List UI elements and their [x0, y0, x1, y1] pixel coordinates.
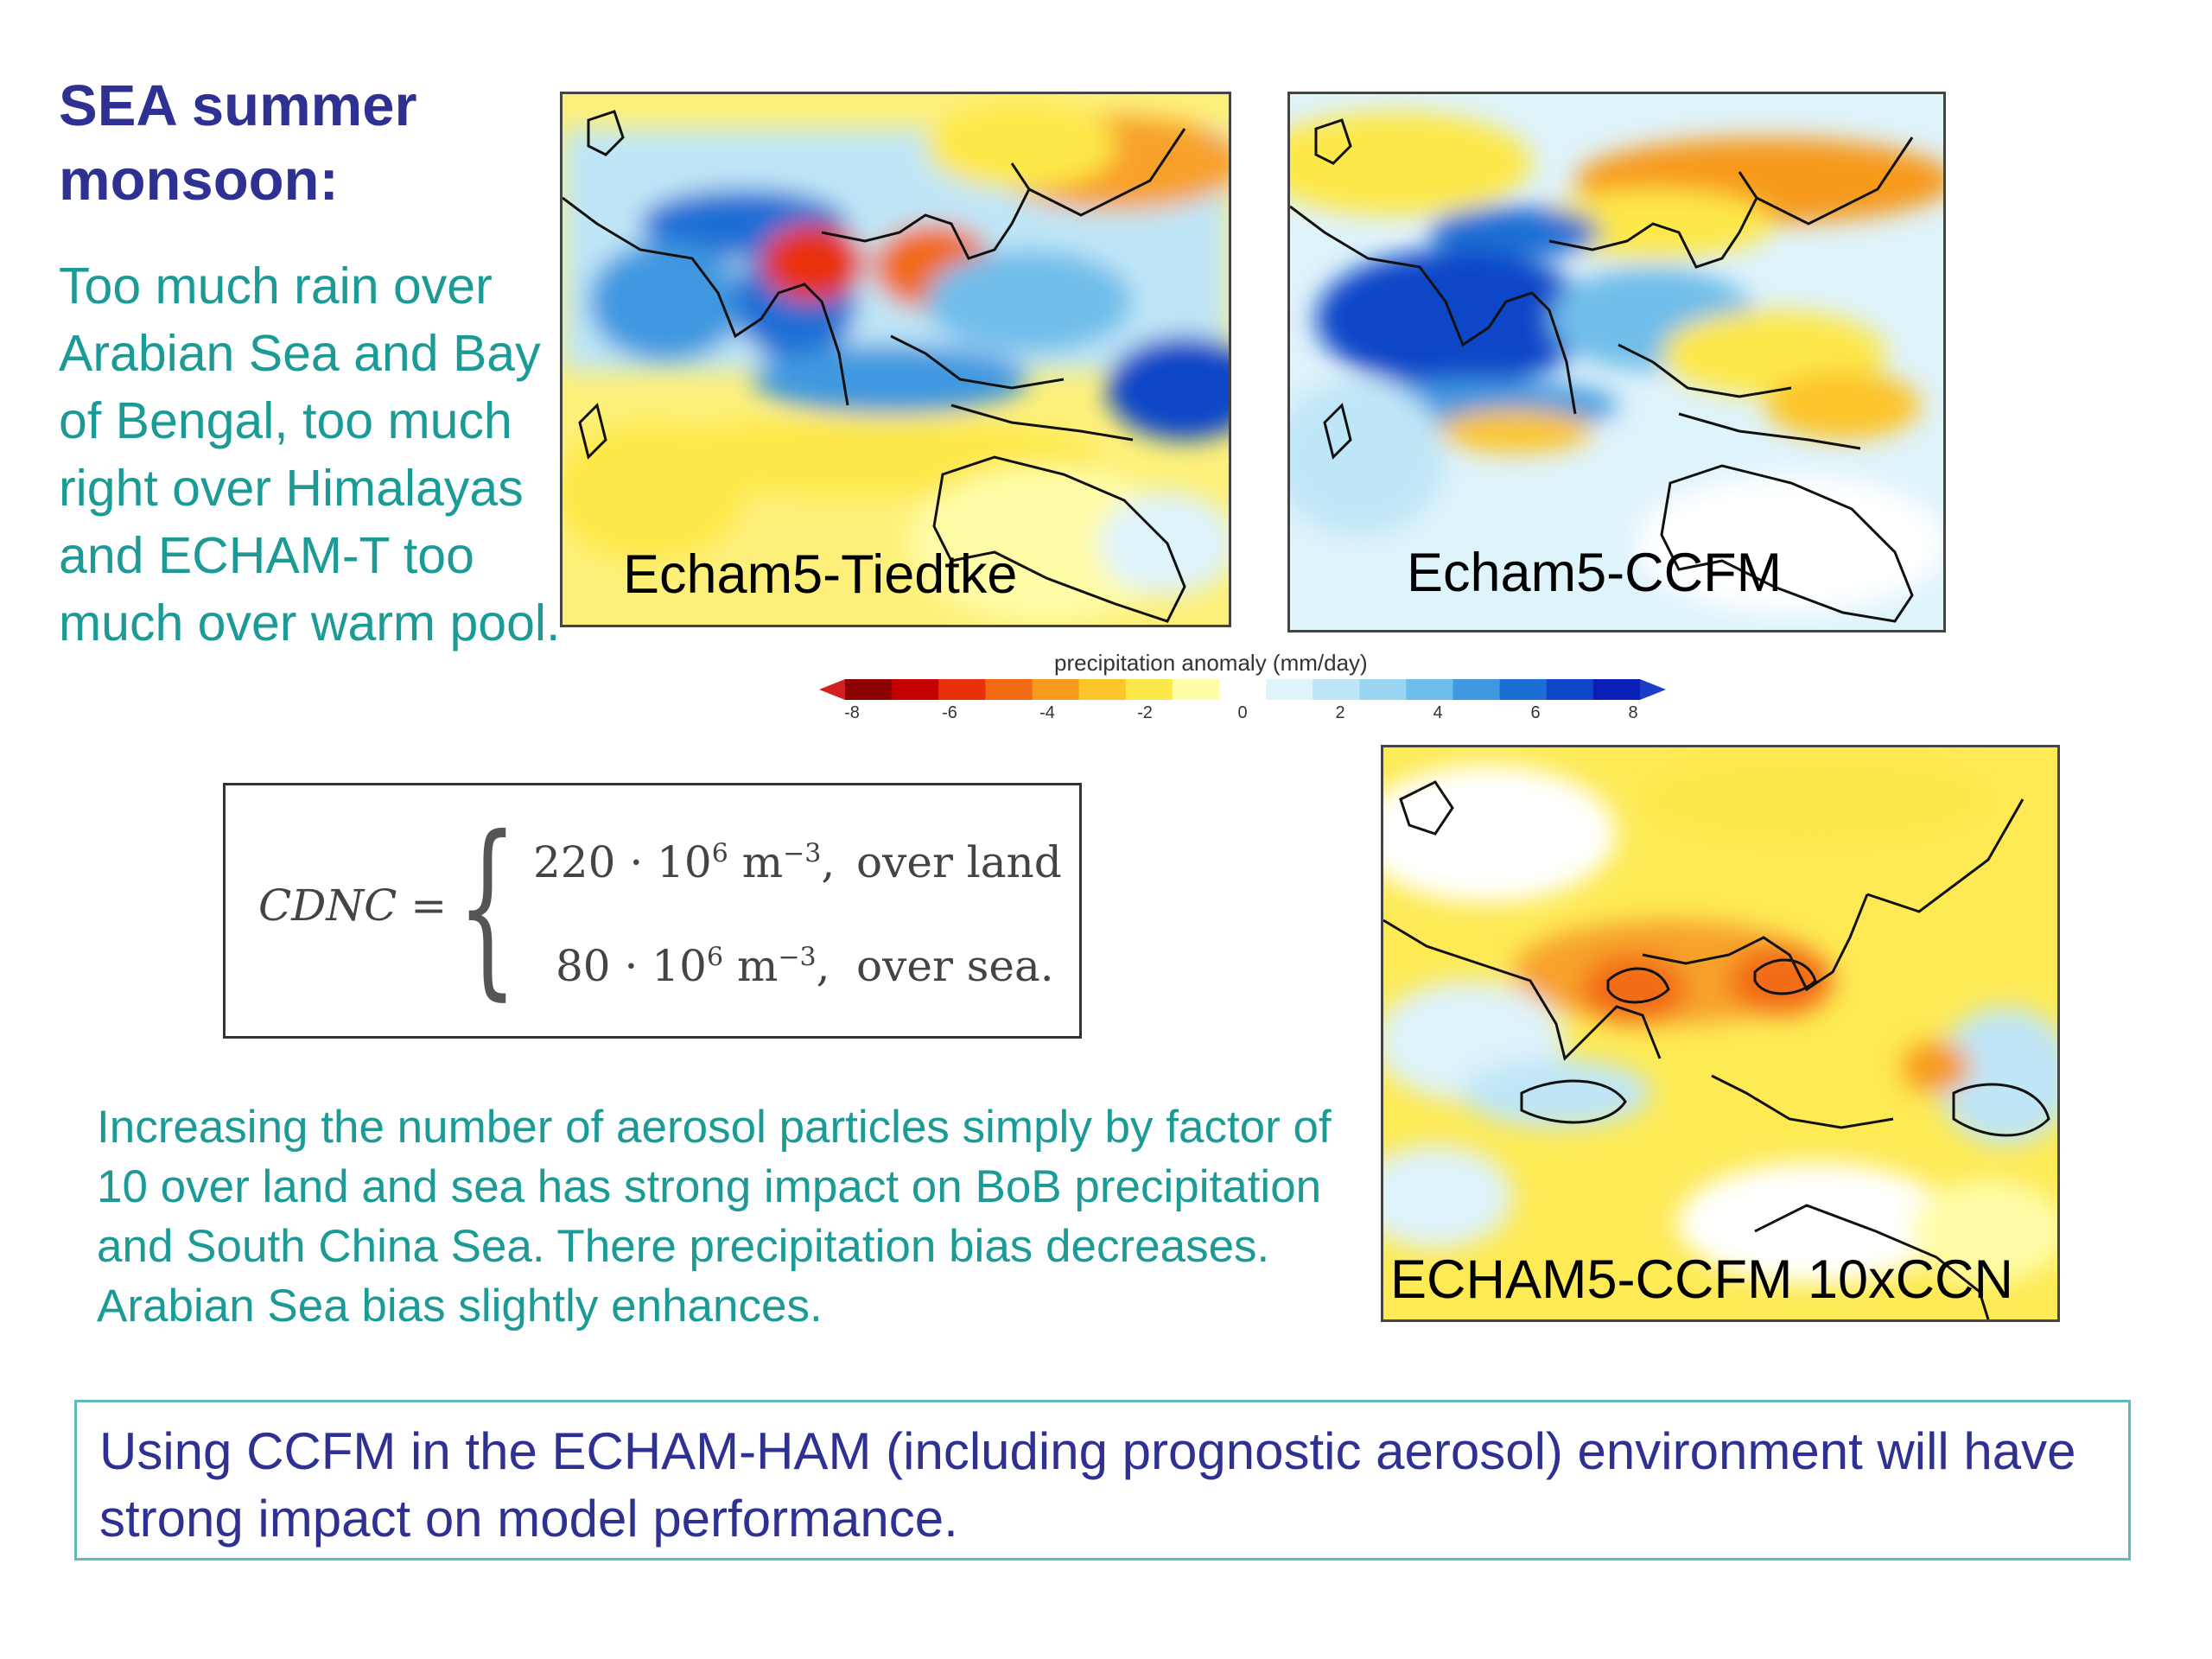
formula-row2-unit: m — [736, 941, 779, 991]
colorbar-graphic — [819, 679, 1666, 700]
colorbar-swatch — [1125, 679, 1173, 700]
tiedtke-map-label: Echam5-Tiedtke — [623, 544, 1018, 605]
formula-row-sea: 80 · 106 m−3, — [556, 941, 830, 991]
cdnc-formula: CDNC = { 220 · 106 m−3, over land 80 · 1… — [223, 783, 1082, 1039]
colorbar-swatch — [985, 679, 1033, 700]
ccfm-map-label: Echam5-CCFM — [1407, 543, 1783, 603]
precip-anomaly-colorbar: -8 -6 -4 -2 0 2 4 6 8 — [819, 672, 1666, 733]
colorbar-title: precipitation anomaly (mm/day) — [1054, 650, 1368, 676]
colorbar-tick-label: 4 — [1433, 703, 1443, 722]
colorbar-swatch — [845, 679, 893, 700]
formula-row1-unit-exp: −3 — [783, 838, 822, 869]
colorbar-swatch — [1032, 679, 1080, 700]
formula-lhs: CDNC = — [258, 880, 448, 931]
formula-row1-unit: m — [741, 837, 784, 887]
colorbar-swatch — [1078, 679, 1127, 700]
colorbar-tick-label: -2 — [1137, 703, 1153, 722]
colorbar-tick-label: -6 — [942, 703, 957, 722]
colorbar-swatch — [1452, 679, 1501, 700]
formula-row2-value: 80 · 10 — [556, 941, 707, 991]
colorbar-tick-label: -8 — [844, 703, 860, 722]
colorbar-ticks: -8 -6 -4 -2 0 2 4 6 8 — [819, 703, 1666, 729]
formula-row2-unit-exp: −3 — [778, 942, 817, 973]
colorbar-high-arrow — [1640, 679, 1666, 700]
ccn-map-graphic — [1383, 747, 2057, 1319]
ccfm-precip-map: Echam5-CCFM — [1287, 92, 1946, 632]
conclusion-text: Using CCFM in the ECHAM-HAM (including p… — [99, 1422, 2076, 1548]
colorbar-swatch — [1499, 679, 1548, 700]
formula-brace: { — [457, 796, 518, 1017]
formula-row1-value: 220 · 10 — [533, 837, 712, 887]
colorbar-tick-label: 8 — [1628, 703, 1638, 722]
formula-row2-condition: over sea. — [856, 941, 1054, 991]
colorbar-swatch — [938, 679, 986, 700]
ccfm-map-graphic — [1290, 94, 1943, 630]
formula-row1-condition: over land — [856, 837, 1062, 887]
formula-row2-exp: 6 — [706, 942, 724, 973]
colorbar-tick-label: -4 — [1039, 703, 1055, 722]
colorbar-tick-label: 6 — [1530, 703, 1541, 722]
colorbar-tick-label: 0 — [1237, 703, 1248, 722]
slide-title-line2: monsoon: — [59, 148, 339, 213]
colorbar-swatch — [1546, 679, 1594, 700]
tiedtke-map-graphic — [563, 94, 1229, 625]
ccn-map-label: ECHAM5-CCFM 10xCCN — [1390, 1249, 2014, 1310]
colorbar-tick-label: 2 — [1335, 703, 1345, 722]
colorbar-swatch — [1359, 679, 1407, 700]
ccfm-10xccn-precip-map: ECHAM5-CCFM 10xCCN — [1381, 745, 2060, 1322]
conclusion-box: Using CCFM in the ECHAM-HAM (including p… — [74, 1400, 2131, 1560]
colorbar-low-arrow — [819, 679, 845, 700]
colorbar-swatch — [892, 679, 939, 700]
colorbar-swatch — [1406, 679, 1454, 700]
colorbar-swatch — [1172, 679, 1220, 700]
formula-row1-exp: 6 — [711, 838, 728, 869]
model-bias-description: Too much rain over Arabian Sea and Bay o… — [59, 257, 561, 652]
slide-title-line1: SEA summer — [59, 73, 417, 138]
slide-title: SEA summer monsoon: — [59, 69, 543, 218]
colorbar-swatch — [1266, 679, 1313, 700]
colorbar-swatch — [1218, 679, 1267, 700]
tiedtke-precip-map: Echam5-Tiedtke — [560, 92, 1231, 627]
formula-row-land: 220 · 106 m−3, — [533, 837, 836, 887]
aerosol-effect-text: Increasing the number of aerosol particl… — [97, 1102, 1332, 1332]
colorbar-swatch — [1592, 679, 1641, 700]
colorbar-swatch — [1313, 679, 1360, 700]
